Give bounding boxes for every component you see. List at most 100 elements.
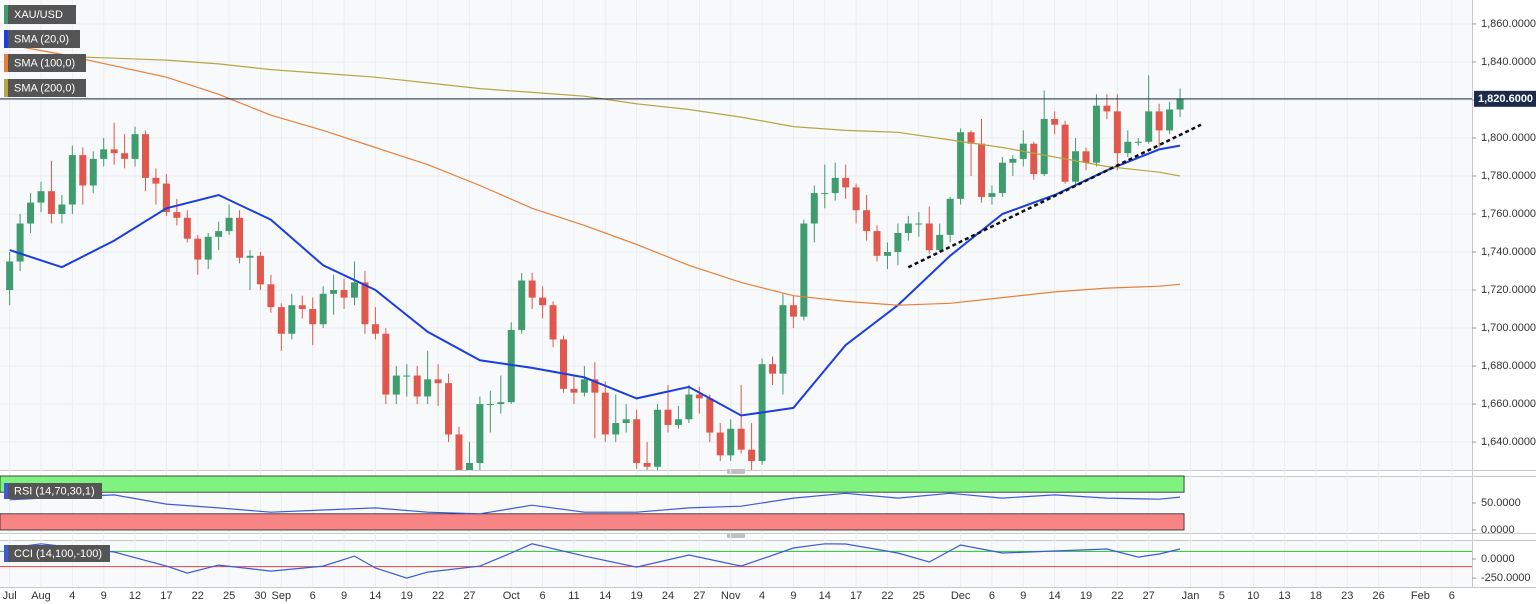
candle-body: [110, 149, 118, 154]
candle-body: [904, 223, 912, 234]
candle-body: [842, 177, 850, 188]
candle-body: [1072, 151, 1080, 182]
candle-body: [957, 132, 965, 199]
candle-body: [79, 155, 87, 186]
candle-body: [748, 449, 756, 462]
candle-body: [351, 282, 358, 298]
candle-body: [497, 402, 505, 405]
x-tick-label: 27: [693, 590, 705, 602]
candle-body: [298, 305, 306, 310]
candle-body: [267, 284, 275, 308]
x-tick-label: 19: [1080, 590, 1092, 602]
cci-panel: [0, 541, 1472, 587]
candle-body: [340, 290, 348, 298]
x-tick-label: 25: [223, 590, 235, 602]
x-tick-label: 9: [341, 590, 347, 602]
candle-body: [1082, 151, 1090, 163]
x-tick-label: 27: [1143, 590, 1155, 602]
legend-box[interactable]: [4, 5, 76, 24]
candle-body: [1145, 111, 1153, 142]
candle-body: [27, 202, 35, 224]
candle-body: [330, 290, 338, 294]
candle-body: [434, 379, 442, 384]
x-tick-label: 19: [401, 590, 413, 602]
candle-body: [873, 231, 881, 256]
candle-body: [591, 379, 599, 393]
candle-body: [121, 153, 129, 159]
legend-label: SMA (200,0): [14, 82, 75, 94]
x-tick-label: Jul: [3, 590, 17, 602]
candle-body: [936, 234, 944, 251]
legend-box[interactable]: [4, 30, 80, 48]
sma-line: [9, 44, 1181, 306]
cci-line: [9, 543, 1181, 579]
legend-label: SMA (20,0): [14, 33, 69, 45]
candle-body: [413, 375, 421, 397]
x-tick-label: 19: [631, 590, 643, 602]
y-tick-label: 1,860.0000: [1481, 18, 1536, 30]
candle-body: [142, 134, 149, 178]
legend-swatch: [4, 79, 8, 97]
candle-body: [601, 392, 609, 435]
candle-body: [810, 193, 818, 224]
candle-body: [674, 419, 682, 425]
legend-swatch: [4, 545, 8, 562]
x-tick-label: 9: [101, 590, 107, 602]
x-tick-label: 22: [192, 590, 204, 602]
legend-box[interactable]: [4, 54, 86, 72]
candle-body: [445, 383, 453, 435]
legend-label: SMA (100,0): [14, 57, 75, 69]
candle-body: [727, 428, 735, 456]
resize-handle[interactable]: [727, 469, 745, 474]
candle-body: [131, 134, 139, 159]
axis: Jul Aug 4 9 12 17 22 25 30 Sep 6 9 14 19 22 27 Oct 6 11 14 1…: [3, 18, 1536, 602]
candle-body: [277, 307, 285, 334]
candle-body: [319, 293, 327, 325]
legend-box[interactable]: [4, 483, 102, 499]
legend-swatch: [4, 30, 8, 48]
candle-body: [518, 280, 526, 330]
x-tick-label: 6: [310, 590, 316, 602]
legend-box[interactable]: [4, 79, 86, 97]
legend-swatch: [4, 54, 8, 72]
candle-body: [455, 434, 463, 470]
candle-body: [183, 217, 191, 239]
candle-body: [925, 223, 933, 251]
x-tick-label: 14: [369, 590, 381, 602]
candle-body: [288, 305, 296, 334]
candle-body: [1009, 158, 1017, 163]
x-tick-label: 14: [1049, 590, 1061, 602]
candle-body: [779, 305, 787, 374]
x-tick-label: 18: [1310, 590, 1322, 602]
y-tick-label: 1,700.0000: [1481, 322, 1536, 334]
x-tick-label: 4: [759, 590, 765, 602]
trendline: [907, 123, 1202, 269]
price-label-box: [1474, 90, 1536, 107]
candle-body: [695, 394, 703, 399]
candle-body: [89, 158, 97, 186]
legend: XAU/USD SMA (20,0) SMA (100,0) SMA (200,…: [4, 5, 110, 562]
candle-body: [716, 432, 724, 456]
candle-body: [173, 212, 181, 218]
candle-body: [654, 409, 662, 467]
candle-body: [633, 419, 641, 463]
legend-swatch: [4, 483, 8, 499]
x-tick-label: 17: [160, 590, 172, 602]
rsi-line: [9, 492, 1181, 515]
legend-label: XAU/USD: [14, 9, 63, 21]
candle-body: [863, 210, 871, 232]
legend-box[interactable]: [4, 545, 110, 562]
x-tick-label: 5: [1219, 590, 1225, 602]
x-tick-label: 6: [1449, 590, 1455, 602]
candle-body: [915, 223, 923, 225]
resize-handle[interactable]: [727, 533, 745, 538]
x-tick-label: 6: [989, 590, 995, 602]
candle-body: [256, 255, 264, 285]
candle-body: [424, 379, 432, 397]
candle-body: [58, 204, 66, 214]
candle-body: [643, 462, 651, 467]
x-tick-label: Aug: [31, 590, 51, 602]
x-tick-label: Dec: [951, 590, 971, 602]
x-tick-label: 26: [1372, 590, 1384, 602]
candle-body: [1061, 124, 1069, 182]
